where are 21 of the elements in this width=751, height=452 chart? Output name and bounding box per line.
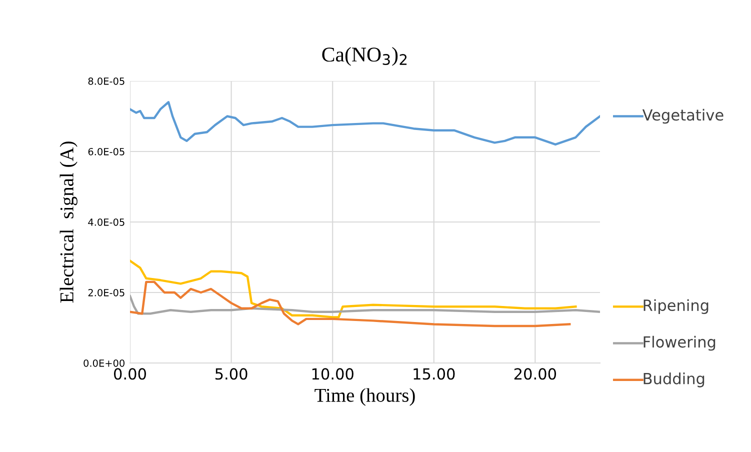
y-tick-label: 2.0E-05: [88, 288, 124, 296]
y-tick-label: 8.0E-05: [88, 77, 124, 85]
chart-title: Ca(NO$_{3}$)$_{2}$: [322, 46, 407, 66]
line-series: [130, 294, 600, 315]
legend-label: Ripening: [644, 299, 708, 314]
y-axis-title: Electrical signal (A): [60, 142, 78, 303]
line-series: [130, 101, 600, 146]
y-tick-label: 4.0E-05: [88, 218, 124, 226]
line-series: [130, 280, 571, 328]
legend-label: Flowering: [644, 336, 716, 351]
y-tick-label: 6.0E-05: [88, 148, 124, 156]
x-axis-title: Time (hours): [314, 388, 415, 406]
x-tick-label: 20.00: [514, 368, 556, 380]
x-tick-label: 10.00: [312, 368, 354, 380]
x-tick-label: 0.00: [114, 368, 146, 380]
line-series: [130, 260, 577, 318]
y-tick-label: 0.0E+00: [84, 359, 124, 367]
x-tick-label: 15.00: [414, 368, 455, 380]
legend-label: Budding: [644, 372, 704, 388]
legend-label: Vegetative: [642, 108, 724, 124]
x-tick-label: 5.00: [215, 368, 248, 380]
